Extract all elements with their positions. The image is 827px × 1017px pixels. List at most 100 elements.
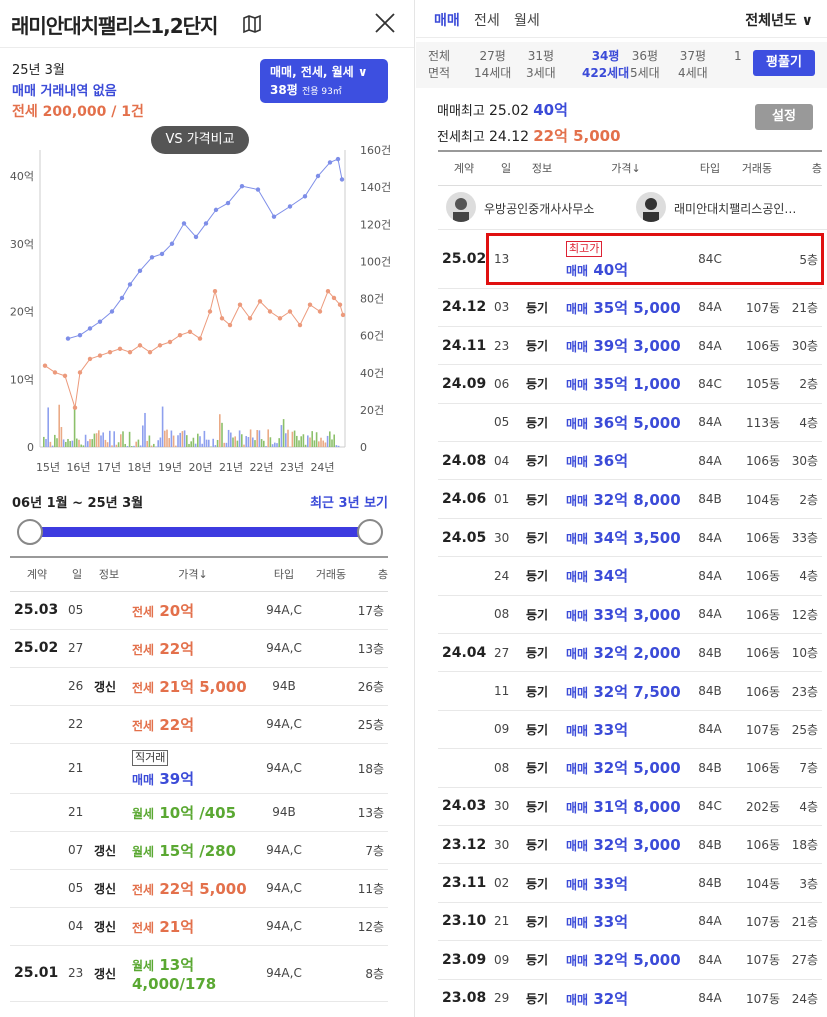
volume-bar: [124, 443, 126, 447]
right-trade-table: 25.02 13 최고가 매매 40억 84C 5층 24.12 03 등기 매매 35억 5,0…: [438, 231, 822, 1017]
pyeong-option[interactable]: 36평 5세대: [630, 48, 660, 82]
pyeong-option[interactable]: 전체 면적: [428, 48, 450, 82]
trade-type-dropdown[interactable]: 매매, 전세, 월세 ∨ 38평 전용 93㎡: [260, 59, 388, 103]
table-row[interactable]: 21 월세 10억 /405 94B 13층: [10, 793, 388, 832]
column-header[interactable]: 타입: [258, 556, 310, 592]
volume-bar: [324, 442, 327, 447]
table-row[interactable]: 08 등기 매매 33억 3,000 84A 106동 12층: [438, 595, 822, 635]
table-row[interactable]: 25.03 05 전세 20억 94A,C 17층: [10, 591, 388, 630]
jeonse-point: [77, 370, 83, 375]
volume-bar: [120, 434, 122, 447]
broker-avatar[interactable]: [636, 192, 666, 222]
column-header[interactable]: 가격↓: [128, 556, 258, 592]
price-value: 33억 3,000: [593, 605, 681, 624]
trade-kind: 매매: [566, 915, 589, 930]
floor: 5층: [784, 231, 822, 289]
column-header[interactable]: 계약: [10, 556, 64, 592]
pyeong-option[interactable]: 27평 14세대: [474, 48, 511, 82]
volume-bar: [278, 438, 280, 447]
table-row[interactable]: 04 갱신 전세 21억 94A,C 12층: [10, 907, 388, 946]
column-header[interactable]: 거래동: [730, 150, 784, 186]
pyeong-expand-button[interactable]: 평풀기: [753, 50, 815, 76]
unit-type: 94A,C: [258, 629, 310, 668]
header: 래미안대치팰리스1,2단지: [0, 0, 414, 48]
column-header[interactable]: 정보: [90, 556, 128, 592]
tab-sale[interactable]: 매매: [434, 13, 460, 29]
close-icon[interactable]: [374, 12, 396, 34]
price-cell: 매매 35억 5,000: [562, 288, 690, 327]
table-row[interactable]: 23.10 21 등기 매매 33억 84A 107동 21층: [438, 902, 822, 942]
settings-button[interactable]: 설정: [755, 104, 813, 130]
column-header[interactable]: 일: [64, 556, 90, 592]
compare-button[interactable]: VS 가격비교: [151, 126, 249, 154]
trade-kind: 월세: [132, 806, 155, 821]
recent-3y-link[interactable]: 최근 3년 보기: [310, 496, 388, 511]
volume-bar: [175, 445, 177, 447]
table-row[interactable]: 23.08 29 등기 매매 32억 84A 107동 24층: [438, 979, 822, 1017]
table-row[interactable]: 24 등기 매매 34억 84A 106동 4층: [438, 556, 822, 596]
broker-avatar[interactable]: [446, 192, 476, 222]
x-tick-label: 23년: [280, 461, 304, 474]
price-cell: 매매 34억: [562, 556, 690, 596]
price-line: 매매 33억: [566, 719, 686, 740]
volume-bar: [331, 439, 333, 447]
range-slider-end-handle[interactable]: [357, 519, 383, 545]
table-row[interactable]: 22 전세 22억 94A,C 25층: [10, 705, 388, 744]
tab-monthly[interactable]: 월세: [514, 13, 540, 29]
map-icon[interactable]: [242, 14, 262, 34]
column-header[interactable]: 층: [352, 556, 388, 592]
building: 106동: [730, 595, 784, 635]
table-row[interactable]: 26 갱신 전세 21억 5,000 94B 26층: [10, 667, 388, 706]
range-slider-start-handle[interactable]: [17, 519, 43, 545]
table-row[interactable]: 24.06 01 등기 매매 32억 8,000 84B 104동 2층: [438, 479, 822, 519]
table-row[interactable]: 24.12 03 등기 매매 35억 5,000 84A 107동 21층: [438, 288, 822, 327]
column-header[interactable]: 일: [490, 150, 522, 186]
column-header[interactable]: 타입: [690, 150, 730, 186]
column-header[interactable]: 정보: [522, 150, 562, 186]
table-row[interactable]: 24.09 06 등기 매매 35억 1,000 84C 105동 2층: [438, 364, 822, 404]
table-row[interactable]: 05 갱신 전세 22억 5,000 94A,C 11층: [10, 869, 388, 908]
table-row[interactable]: 05 등기 매매 36억 5,000 84A 113동 4층: [438, 403, 822, 443]
table-row[interactable]: 07 갱신 월세 15억 /280 94A,C 7층: [10, 831, 388, 870]
volume-bar: [309, 437, 311, 447]
pyeong-option[interactable]: 31평 3세대: [526, 48, 556, 82]
table-row[interactable]: 23.12 30 등기 매매 32억 3,000 84B 106동 18층: [438, 825, 822, 865]
table-row[interactable]: 23.09 09 등기 매매 32억 5,000 84A 107동 27층: [438, 940, 822, 980]
right-panel: 매매 전세 월세 전체년도 ∨ 평풀기 전체 면적 27평 14세대 31평 3세대 34평…: [416, 0, 827, 1017]
column-header[interactable]: 층: [784, 150, 822, 186]
table-row[interactable]: 24.04 27 등기 매매 32억 2,000 84B 106동 10층: [438, 633, 822, 673]
table-row[interactable]: 21 직거래 매매 39억 94A,C 18층: [10, 743, 388, 794]
highlight-box: [486, 233, 824, 285]
table-row[interactable]: 25.02 27 전세 22억 94A,C 13층: [10, 629, 388, 668]
jeonse-point: [107, 349, 113, 355]
table-row[interactable]: 08 등기 매매 32억 5,000 84B 106동 7층: [438, 748, 822, 788]
summary-date: 25년 3월: [12, 63, 65, 78]
table-row[interactable]: 25.02 13 최고가 매매 40억 84C 5층: [438, 231, 822, 289]
table-row[interactable]: 11 등기 매매 32억 7,500 84B 106동 23층: [438, 671, 822, 711]
price-value: 20억: [159, 601, 195, 620]
column-header[interactable]: 가격↓: [562, 150, 690, 186]
year-select[interactable]: 전체년도 ∨: [745, 10, 813, 30]
pyeong-option[interactable]: 34평 422세대: [582, 48, 629, 82]
broker-name[interactable]: 우방공인중개사사무소: [484, 202, 595, 216]
pyeong-option[interactable]: 37평 4세대: [678, 48, 708, 82]
unit-type: 84B: [690, 633, 730, 673]
table-row[interactable]: 24.11 23 등기 매매 39억 3,000 84A 106동 30층: [438, 326, 822, 366]
table-row[interactable]: 24.05 30 등기 매매 34억 3,500 84A 106동 33층: [438, 518, 822, 558]
range-slider-track[interactable]: [30, 527, 370, 537]
table-row[interactable]: 09 등기 매매 33억 84A 107동 25층: [438, 710, 822, 750]
column-header[interactable]: 거래동: [310, 556, 352, 592]
column-header[interactable]: 계약: [438, 150, 490, 186]
volume-bar: [199, 436, 201, 447]
broker-name[interactable]: 래미안대치팰리스공인…: [674, 202, 797, 216]
table-row[interactable]: 25.01 23 갱신 월세 13억 4,000/178 94A,C 8층: [10, 945, 388, 1002]
table-row[interactable]: 23.11 02 등기 매매 33억 84B 104동 3층: [438, 863, 822, 903]
sale-point: [225, 200, 231, 206]
pyeong-option[interactable]: 1: [734, 48, 742, 65]
price-cell: 매매 33억: [562, 863, 690, 903]
table-row[interactable]: 24.08 04 등기 매매 36억 84A 106동 30층: [438, 441, 822, 481]
price-cell: 전세 22억: [128, 629, 258, 668]
tab-jeonse[interactable]: 전세: [474, 13, 500, 29]
volume-bar: [241, 434, 243, 447]
table-row[interactable]: 24.03 30 등기 매매 31억 8,000 84C 202동 4층: [438, 787, 822, 826]
